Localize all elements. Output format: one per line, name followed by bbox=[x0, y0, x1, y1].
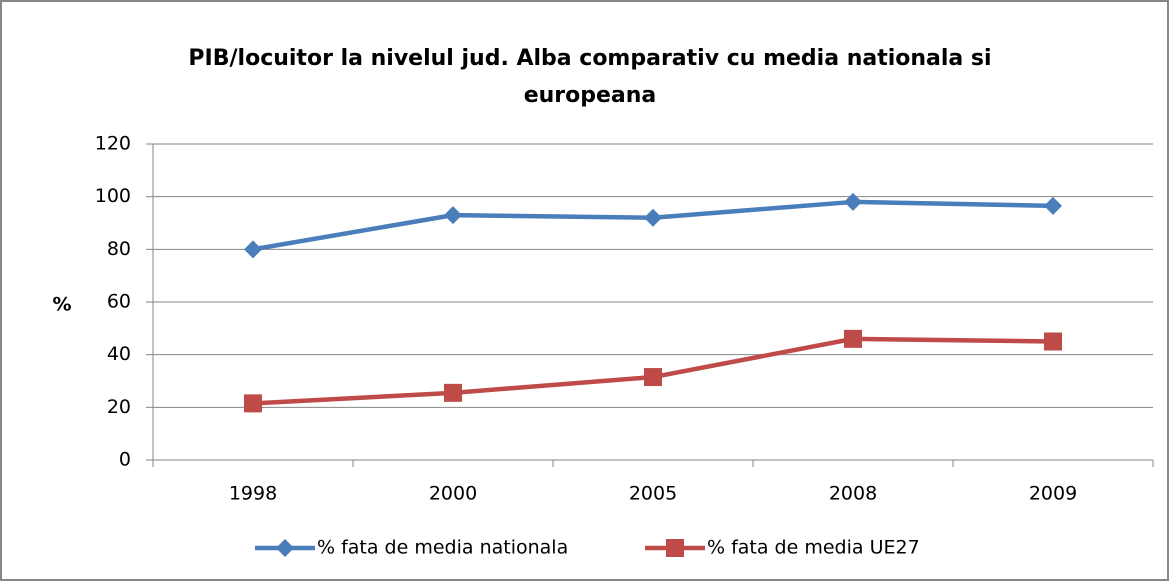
data-point bbox=[844, 192, 862, 211]
y-tick-label: 120 bbox=[95, 133, 131, 155]
data-point bbox=[244, 240, 262, 259]
data-point bbox=[1044, 196, 1062, 215]
x-tick-label: 2009 bbox=[1029, 483, 1077, 505]
data-point bbox=[644, 208, 662, 227]
x-tick-label: 1998 bbox=[229, 483, 277, 505]
legend-marker bbox=[666, 539, 684, 557]
chart-title: PIB/locuitor la nivelul jud. Alba compar… bbox=[188, 46, 992, 108]
data-point bbox=[1044, 332, 1062, 351]
data-point bbox=[644, 368, 662, 387]
legend-label: % fata de media nationala bbox=[317, 537, 568, 559]
data-point bbox=[444, 383, 462, 402]
legend-label: % fata de media UE27 bbox=[707, 537, 920, 559]
y-tick-label: 60 bbox=[107, 291, 131, 313]
y-tick-label: 40 bbox=[107, 343, 131, 365]
legend-marker bbox=[276, 539, 294, 557]
data-point bbox=[844, 329, 862, 348]
x-tick-label: 2008 bbox=[829, 483, 877, 505]
y-tick-label: 80 bbox=[107, 238, 131, 260]
y-tick-label: 0 bbox=[119, 449, 131, 471]
data-point bbox=[244, 394, 262, 413]
x-tick-label: 2005 bbox=[629, 483, 677, 505]
y-tick-label: 20 bbox=[107, 396, 131, 418]
y-axis-label: % bbox=[52, 294, 71, 316]
y-tick-label: 100 bbox=[95, 185, 131, 207]
data-point bbox=[444, 206, 462, 225]
x-tick-label: 2000 bbox=[429, 483, 477, 505]
